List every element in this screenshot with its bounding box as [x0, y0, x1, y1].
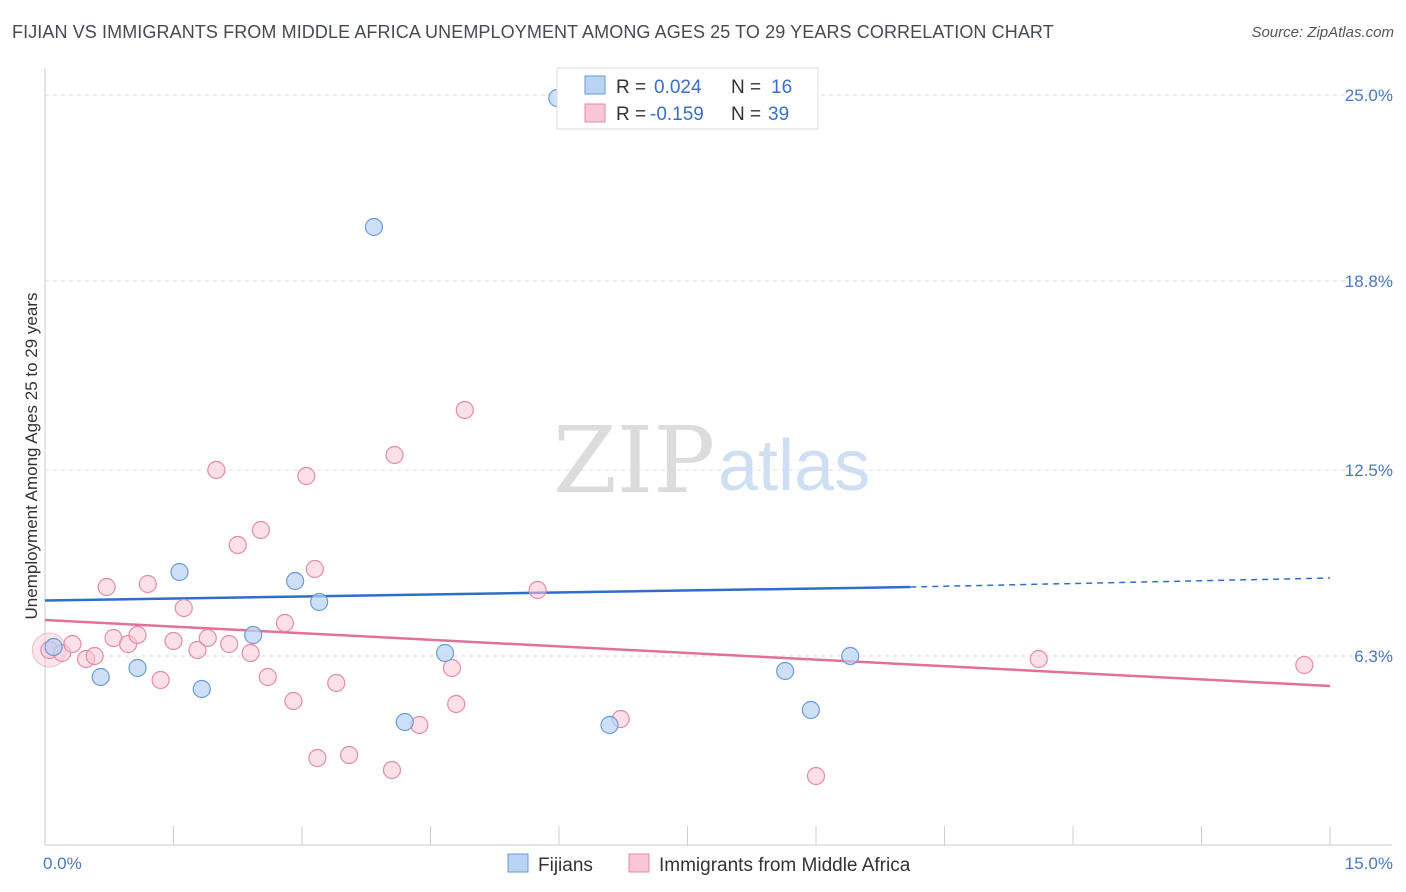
data-point-fijians: [128, 658, 147, 678]
data-point-immigrants: [340, 745, 359, 765]
data-point-immigrants: [442, 658, 462, 678]
data-point-immigrants: [241, 643, 260, 663]
legend-r-label-2: R =: [616, 104, 646, 125]
data-point-immigrants: [151, 670, 170, 690]
data-point-immigrants: [528, 580, 547, 600]
series-legend: Fijians Immigrants from Middle Africa: [507, 853, 911, 876]
data-point-immigrants: [228, 535, 247, 555]
data-point-immigrants: [97, 577, 116, 597]
legend-n-value-2: 39: [768, 104, 789, 125]
data-point-immigrants: [1029, 649, 1048, 669]
source-label: Source: ZipAtlas.com: [1251, 24, 1394, 41]
data-point-immigrants: [188, 640, 207, 660]
data-point-immigrants: [327, 673, 346, 693]
trend-line-fijians: [44, 585, 911, 602]
watermark: ZIP atlas: [553, 407, 870, 514]
data-point-fijians: [244, 625, 263, 645]
data-point-immigrants: [207, 460, 226, 480]
data-point-fijians: [776, 661, 795, 681]
data-point-immigrants: [410, 715, 429, 735]
data-point-immigrants: [258, 667, 277, 687]
trend-lines: [44, 577, 1331, 688]
legend-n-label-2: N =: [731, 104, 761, 125]
trend-line-fijians-extension: [910, 577, 1331, 588]
y-tick-label: 6.3%: [1354, 647, 1393, 666]
x-tick-label: 0.0%: [43, 854, 82, 873]
axes: [44, 68, 1392, 846]
bottom-legend-fijians: Fijians: [538, 855, 593, 876]
data-point-immigrants: [63, 634, 82, 654]
data-point-fijians: [801, 700, 820, 720]
legend-swatch-fijians: [584, 75, 606, 95]
data-point-immigrants: [220, 634, 239, 654]
y-tick-label: 18.8%: [1345, 272, 1393, 291]
data-point-immigrants: [806, 766, 826, 786]
legend-swatch-immigrants: [584, 103, 606, 123]
data-point-fijians: [435, 643, 455, 663]
data-point-immigrants: [198, 628, 217, 648]
data-point-fijians: [170, 562, 189, 582]
watermark-zip: ZIP: [553, 407, 715, 514]
data-point-fijians: [600, 715, 619, 735]
y-axis-label: Unemployment Among Ages 25 to 29 years: [22, 293, 41, 620]
data-point-immigrants: [308, 748, 327, 768]
legend-n-label-1: N =: [731, 77, 761, 98]
data-point-fijians: [841, 646, 860, 666]
data-point-immigrants: [174, 598, 193, 618]
data-point-fijians: [192, 679, 211, 699]
data-point-fijians: [91, 667, 110, 687]
x-tick-labels: 0.0% 15.0%: [43, 854, 1393, 873]
chart-title: FIJIAN VS IMMIGRANTS FROM MIDDLE AFRICA …: [12, 22, 1054, 42]
data-point-immigrants: [382, 760, 402, 780]
legend-r-label-1: R =: [616, 77, 646, 98]
legend-n-value-1: 16: [771, 77, 792, 98]
data-point-fijians: [310, 592, 329, 612]
data-point-immigrants: [297, 466, 316, 486]
data-point-fijians: [364, 217, 384, 237]
data-point-immigrants: [251, 520, 270, 540]
bottom-legend-immigrants: Immigrants from Middle Africa: [659, 855, 911, 876]
x-ticks: [44, 826, 1331, 845]
grid-lines: [45, 94, 1392, 657]
data-point-immigrants: [275, 613, 294, 633]
bottom-swatch-immigrants: [628, 853, 650, 873]
data-point-immigrants: [284, 691, 303, 711]
y-tick-label: 12.5%: [1345, 461, 1393, 480]
y-tick-labels: 6.3% 12.5% 18.8% 25.0%: [1345, 86, 1393, 666]
data-point-immigrants: [138, 574, 157, 594]
data-point-immigrants: [385, 445, 404, 465]
data-point-immigrants: [85, 646, 104, 666]
bottom-swatch-fijians: [507, 853, 529, 873]
data-point-fijians: [286, 571, 305, 591]
watermark-atlas: atlas: [718, 426, 870, 506]
y-tick-label: 25.0%: [1345, 86, 1393, 105]
data-point-fijians: [395, 712, 414, 732]
x-tick-label: 15.0%: [1345, 854, 1393, 873]
data-point-immigrants: [305, 559, 324, 579]
stats-legend: R = 0.024 N = 16 R = -0.159 N = 39: [556, 67, 819, 130]
data-point-immigrants: [164, 631, 183, 651]
data-point-immigrants: [1295, 655, 1314, 675]
data-point-fijians: [44, 637, 63, 657]
data-point-immigrants: [455, 400, 474, 420]
data-point-immigrants: [128, 625, 147, 645]
data-point-immigrants: [447, 694, 466, 714]
legend-r-value-2: -0.159: [650, 104, 704, 125]
legend-r-value-1: 0.024: [654, 77, 702, 98]
trend-line-immigrants: [44, 618, 1331, 688]
